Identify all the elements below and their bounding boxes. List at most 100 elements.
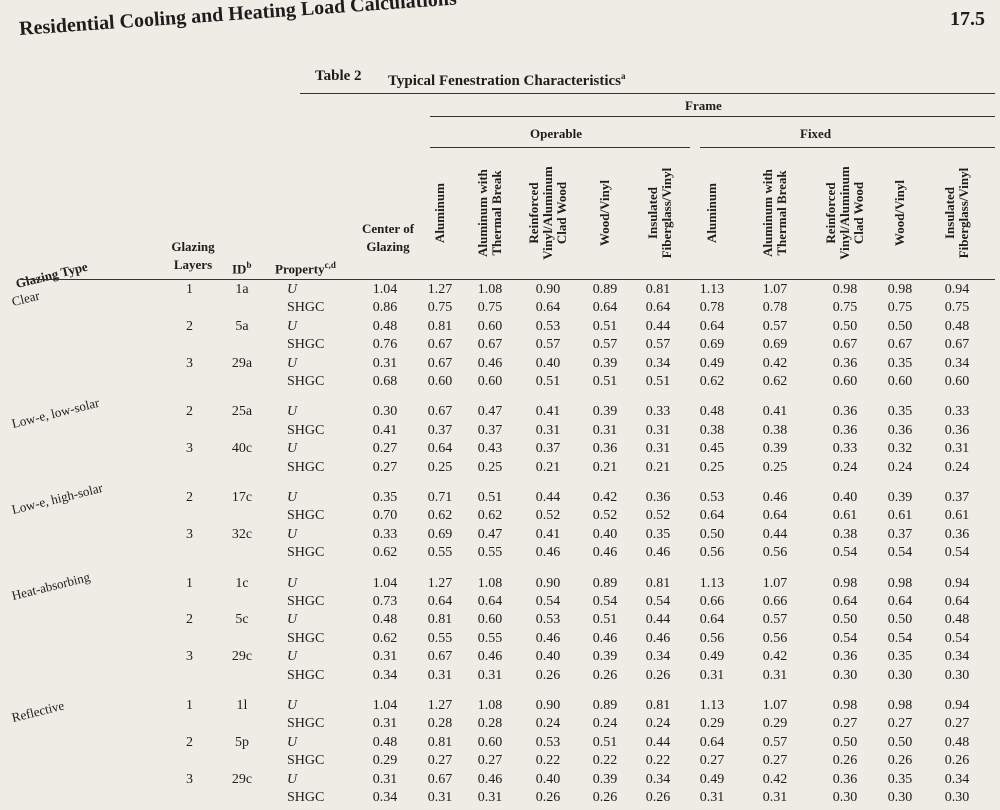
cell-value: 0.46 — [477, 355, 503, 371]
cell-value: 0.31 — [699, 790, 725, 805]
cell-value: 0.42 — [762, 355, 788, 371]
property: U — [287, 282, 298, 297]
cell-value: 0.46 — [592, 630, 618, 646]
cell-value: 0.75 — [887, 300, 913, 316]
frame-group-label: Fixed — [800, 126, 832, 141]
cell-value: 0.50 — [887, 612, 913, 628]
cell-value: 0.43 — [477, 441, 503, 457]
cell-value: 0.34 — [372, 667, 398, 683]
property: U — [287, 526, 298, 542]
cell-value: 0.39 — [762, 441, 788, 457]
column-header: Propertyc,d — [275, 260, 336, 277]
cell-value: 0.31 — [372, 771, 398, 787]
column-header: Wood/Vinyl — [892, 180, 907, 246]
cell-value: 0.89 — [592, 575, 618, 591]
cell-value: 0.50 — [832, 612, 858, 628]
cell-value: 0.27 — [477, 753, 503, 769]
cell-value: 0.56 — [699, 630, 725, 646]
glazing-layers: 2 — [186, 490, 193, 505]
cell-value: 1.27 — [427, 575, 453, 591]
cell-value: 0.35 — [887, 355, 913, 371]
cell-value: 0.48 — [944, 318, 970, 334]
cell-value: 0.52 — [645, 508, 671, 524]
cell-value: 0.52 — [592, 508, 618, 524]
cell-value: 0.69 — [762, 337, 788, 353]
property: U — [287, 575, 298, 591]
cell-value: 0.54 — [832, 545, 858, 561]
cell-value: 0.64 — [427, 594, 453, 609]
cell-value: 0.64 — [887, 594, 913, 609]
cell-value: 0.60 — [477, 734, 503, 750]
cell-value: 0.66 — [699, 594, 725, 609]
cell-value: 0.64 — [944, 594, 970, 609]
cell-value: 0.67 — [944, 337, 970, 353]
cell-value: 0.50 — [887, 734, 913, 750]
cell-value: 0.89 — [592, 282, 618, 297]
cell-value: 0.31 — [477, 667, 503, 683]
glazing-layers: 1 — [186, 575, 193, 591]
cell-value: 0.31 — [427, 667, 453, 683]
cell-value: 0.49 — [699, 771, 725, 787]
cell-value: 0.51 — [592, 734, 618, 750]
cell-value: 0.98 — [832, 575, 858, 591]
cell-value: 0.35 — [887, 404, 913, 420]
cell-value: 0.94 — [944, 698, 970, 713]
property: SHGC — [287, 459, 325, 475]
cell-value: 0.62 — [477, 508, 503, 524]
cell-value: 0.36 — [832, 355, 858, 371]
cell-value: 0.46 — [592, 545, 618, 561]
cell-value: 0.56 — [699, 545, 725, 561]
rule — [300, 93, 995, 94]
cell-value: 0.67 — [427, 355, 453, 371]
cell-value: 0.24 — [832, 459, 858, 475]
cell-value: 0.49 — [699, 355, 725, 371]
cell-value: 0.38 — [832, 526, 858, 542]
cell-value: 0.31 — [645, 422, 671, 438]
property: U — [287, 441, 298, 457]
cell-value: 0.28 — [427, 716, 453, 732]
cell-value: 0.33 — [645, 404, 671, 420]
column-header: Reinforced Vinyl/Aluminum Clad Wood — [823, 166, 866, 260]
cell-value: 0.29 — [762, 716, 788, 732]
property: U — [287, 649, 298, 665]
cell-value: 0.64 — [699, 734, 725, 750]
cell-value: 0.51 — [535, 374, 561, 389]
cell-value: 1.07 — [762, 282, 788, 297]
running-head: Residential Cooling and Heating Load Cal… — [18, 0, 458, 41]
cell-value: 0.33 — [832, 441, 858, 457]
cell-value: 0.28 — [477, 716, 503, 732]
glazing-layers: 2 — [186, 612, 193, 628]
cell-value: 0.30 — [832, 790, 858, 805]
glazing-layers: 2 — [186, 404, 193, 420]
glazing-id: 29c — [231, 649, 253, 665]
cell-value: 0.56 — [762, 630, 788, 646]
property: SHGC — [287, 337, 325, 353]
cell-value: 0.36 — [832, 771, 858, 787]
cell-value: 0.26 — [832, 753, 858, 769]
table-title: Typical Fenestration Characteristicsa — [388, 71, 626, 89]
column-header: Center of Glazing — [361, 221, 415, 254]
column-header: Wood/Vinyl — [597, 180, 612, 246]
glazing-id: 5a — [235, 318, 249, 334]
cell-value: 0.40 — [535, 649, 561, 665]
cell-value: 0.38 — [699, 422, 725, 438]
property: SHGC — [287, 422, 325, 438]
cell-value: 0.24 — [592, 716, 618, 732]
cell-value: 0.37 — [887, 526, 913, 542]
cell-value: 0.25 — [762, 459, 788, 475]
cell-value: 0.62 — [699, 374, 725, 389]
cell-value: 0.40 — [535, 355, 561, 371]
cell-value: 0.24 — [535, 716, 561, 732]
glazing-id: 5p — [235, 734, 249, 750]
cell-value: 0.31 — [372, 649, 398, 665]
cell-value: 0.54 — [645, 594, 671, 609]
cell-value: 0.37 — [944, 490, 970, 505]
cell-value: 0.78 — [699, 300, 725, 316]
cell-value: 0.81 — [645, 698, 671, 713]
cell-value: 0.50 — [887, 318, 913, 334]
cell-value: 0.27 — [699, 753, 725, 769]
cell-value: 0.89 — [592, 698, 618, 713]
column-header: Aluminum with Thermal Break — [475, 169, 504, 257]
rule — [430, 147, 690, 148]
glazing-layers: 3 — [186, 771, 193, 787]
